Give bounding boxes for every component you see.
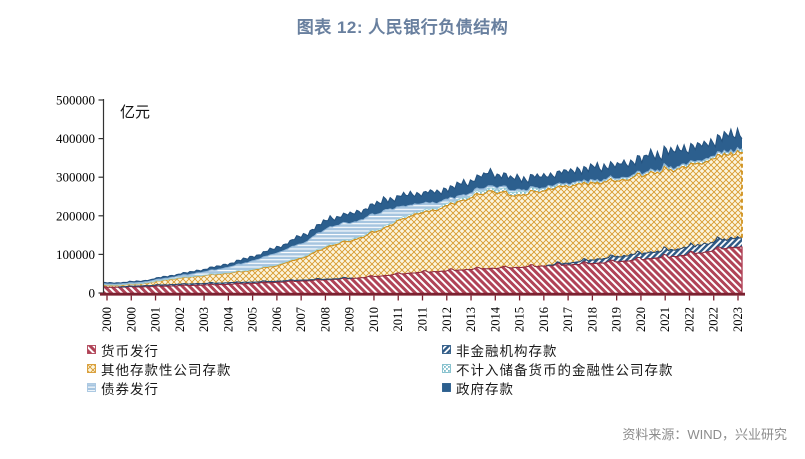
x-axis-tick-label: 2009 (343, 307, 357, 332)
x-axis-tick-label: 2014 (488, 306, 502, 332)
x-axis-tick-label: 2011 (391, 307, 405, 332)
legend-label-nonfinancial-institution-deposits: 非金融机构存款 (456, 343, 558, 359)
x-axis-tick-label: 2007 (294, 307, 308, 332)
legend-label-bond-issuance: 债券发行 (101, 381, 159, 397)
legend-swatch-nonfinancial-institution-deposits (442, 345, 451, 354)
x-axis-tick-label: 2006 (270, 307, 284, 332)
x-axis-tick-label: 2013 (464, 307, 478, 332)
x-axis-tick-label: 2000 (124, 307, 138, 332)
area-other-depository-corp-deposits (103, 150, 742, 288)
y-axis-tick-label: 0 (89, 286, 96, 301)
x-axis-tick-label: 2003 (197, 307, 211, 332)
x-axis-tick-label: 2005 (246, 307, 260, 332)
legend-item-bond-issuance: 债券发行 (87, 378, 232, 397)
legend-item-currency-issuance: 货币发行 (87, 340, 232, 359)
legend-column-right: 非金融机构存款不计入储备货币的金融性公司存款 政府存款 (442, 340, 674, 397)
area-currency-issuance (103, 246, 742, 293)
x-axis-tick-label: 2017 (561, 307, 575, 332)
x-axis-tick-label: 2021 (658, 307, 672, 332)
x-axis-tick-label: 2012 (440, 307, 454, 332)
chart-title: 图表 12: 人民银行负债结构 (296, 18, 509, 37)
x-axis-tick-label: 2010 (367, 307, 381, 332)
x-axis-tick-label: 2000 (100, 307, 114, 332)
legend-swatch-bond-issuance (87, 383, 96, 392)
legend-swatch-government-deposits (442, 383, 451, 392)
x-axis-tick-label: 2001 (149, 307, 163, 332)
legend-swatch-other-depository-corp-deposits (87, 364, 96, 373)
legend-item-financial-corp-deposits-excluded-from-reserve-money: 不计入储备货币的金融性公司存款 (442, 359, 674, 378)
legend-swatch-currency-issuance (87, 345, 96, 354)
y-axis-tick-label: 400000 (56, 131, 95, 146)
legend-label-financial-corp-deposits-excluded-from-reserve-money: 不计入储备货币的金融性公司存款 (456, 362, 674, 378)
x-axis-tick-label: 2018 (585, 307, 599, 332)
y-axis-tick-label: 500000 (56, 93, 95, 108)
x-axis-tick-label: 2019 (610, 307, 624, 332)
y-axis-tick-label: 200000 (56, 208, 95, 223)
axes: 0 100000 200000 300000 400000 500000 2000 2000 2… (56, 93, 745, 332)
legend-column-left: 货币发行其他存款性公司存款 债券发行 (87, 340, 232, 397)
legend-label-government-deposits: 政府存款 (456, 381, 514, 397)
x-axis-tick-label: 2016 (537, 307, 551, 332)
x-axis-tick-label: 2004 (221, 306, 235, 332)
source-note: 资料来源：WIND，兴业研究 (622, 427, 787, 442)
x-axis-tick-label: 2022 (707, 307, 721, 332)
legend-item-other-depository-corp-deposits: 其他存款性公司存款 (87, 359, 232, 378)
legend-item-nonfinancial-institution-deposits: 非金融机构存款 (442, 340, 674, 359)
area-edge-lines (102, 126, 743, 293)
legend-swatch-financial-corp-deposits-excluded-from-reserve-money (442, 364, 451, 373)
y-axis-unit-label: 亿元 (120, 105, 151, 121)
x-axis-tick-label: 2022 (682, 307, 696, 332)
y-axis-tick-label: 300000 (56, 170, 95, 185)
x-axis-tick-label: 2023 (731, 307, 745, 332)
legend-label-currency-issuance: 货币发行 (101, 343, 159, 359)
x-axis-tick-label: 2008 (318, 307, 332, 332)
x-axis-tick-label: 2002 (173, 307, 187, 332)
x-axis-tick-label: 2011 (416, 307, 430, 332)
y-axis-tick-label: 100000 (56, 247, 95, 262)
x-axis-tick-label: 2015 (513, 307, 527, 332)
legend-label-other-depository-corp-deposits: 其他存款性公司存款 (101, 362, 232, 378)
legend-item-government-deposits: 政府存款 (442, 378, 674, 397)
x-axis-tick-label: 2020 (634, 307, 648, 332)
